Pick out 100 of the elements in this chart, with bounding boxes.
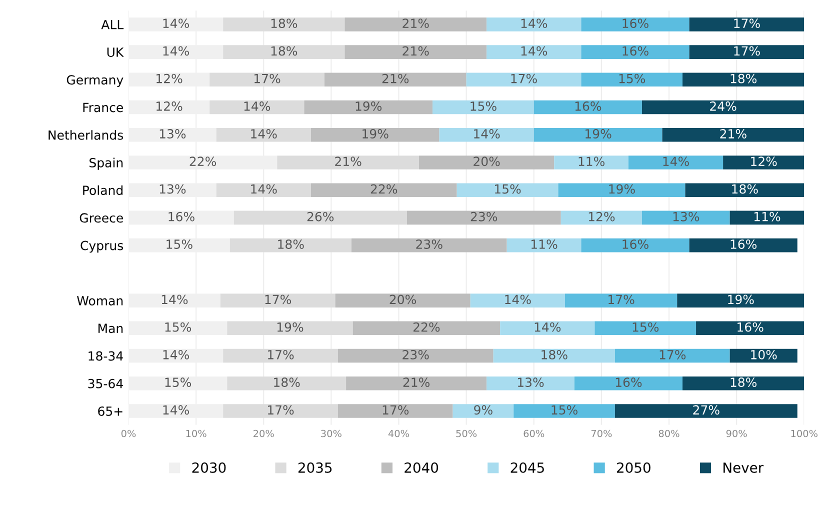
bar [689, 238, 798, 252]
bar [581, 18, 690, 32]
bar [689, 18, 804, 32]
y-tick-label: Cyprus [80, 240, 124, 253]
data-label: 14% [162, 294, 188, 304]
data-label: 21% [402, 46, 429, 56]
y-tick-label: 65+ [98, 406, 122, 416]
bar [344, 45, 487, 59]
bar [514, 404, 615, 418]
bar [220, 294, 336, 308]
bar [642, 210, 730, 225]
data-label: 18% [271, 18, 298, 28]
x-tick-label: 40% [388, 430, 410, 438]
data-label: 14% [163, 405, 189, 415]
data-label: 17% [734, 46, 760, 56]
bar [470, 294, 565, 308]
data-label: 11% [754, 212, 780, 222]
data-label: 12% [156, 74, 182, 84]
bar [456, 183, 558, 197]
y-tick-label: France [83, 102, 123, 112]
data-label: 14% [505, 294, 531, 304]
bar [685, 183, 804, 197]
y-tick-label: UK [107, 48, 124, 57]
data-label: 16% [622, 18, 648, 28]
y-tick-label: Woman [77, 296, 123, 306]
y-tick-label: Spain [90, 158, 123, 170]
x-tick-label: 70% [591, 430, 612, 438]
y-tick-label: Netherlands [48, 130, 124, 140]
data-label: 18% [278, 239, 304, 249]
bar [614, 404, 798, 418]
x-tick-label: 90% [726, 430, 747, 438]
legend-label: 2040 [404, 462, 438, 473]
data-label: 16% [622, 239, 648, 249]
data-label: 19% [609, 184, 635, 194]
data-label: 14% [534, 322, 561, 332]
data-label: 17% [382, 405, 409, 415]
bar [344, 18, 487, 32]
data-label: 27% [693, 405, 720, 415]
bar [689, 45, 804, 59]
data-label: 24% [710, 101, 736, 111]
data-label: 21% [382, 74, 409, 84]
y-tick-label: 18-34 [88, 351, 123, 361]
bar [614, 348, 730, 363]
data-label: 14% [163, 350, 189, 360]
data-label: 23% [470, 212, 498, 222]
bar [216, 183, 311, 197]
x-tick-label: 100% [791, 430, 818, 438]
data-label: 22% [413, 322, 440, 332]
bar [352, 321, 500, 336]
data-label: 18% [274, 378, 300, 388]
data-label: 21% [720, 129, 746, 138]
x-tick-label: 20% [254, 430, 274, 438]
data-label: 9% [474, 405, 492, 415]
data-label: 15% [495, 184, 521, 194]
bar [682, 376, 804, 390]
data-label: 19% [728, 294, 754, 304]
legend-label: Never [724, 462, 764, 473]
data-label: 19% [362, 129, 388, 138]
bar [581, 238, 690, 252]
data-label: 21% [403, 378, 430, 388]
data-label: 14% [521, 18, 548, 28]
data-label: 15% [632, 322, 659, 332]
data-label: 17% [268, 350, 294, 360]
bar [439, 128, 534, 142]
bar [486, 376, 574, 390]
data-label: 20% [474, 156, 500, 166]
bar [227, 321, 353, 336]
legend-label: 2030 [192, 462, 226, 473]
data-label: 13% [673, 212, 700, 222]
bar [277, 156, 420, 170]
data-label: 14% [163, 46, 189, 56]
data-label: 15% [470, 101, 496, 111]
data-label: 16% [730, 239, 757, 249]
data-label: 15% [165, 378, 192, 388]
data-label: 16% [616, 378, 642, 388]
bar [338, 348, 494, 363]
x-tick-label: 30% [321, 430, 342, 438]
y-tick-label: Poland [83, 185, 122, 196]
data-label: 13% [160, 129, 186, 138]
data-label: 17% [660, 350, 686, 360]
bar [581, 45, 690, 59]
data-label: 14% [521, 46, 548, 56]
bar [662, 128, 804, 142]
bar [560, 210, 642, 225]
data-label: 12% [751, 156, 777, 166]
bar [223, 45, 345, 59]
data-label: 14% [251, 184, 277, 194]
bar [558, 183, 686, 197]
bar [574, 376, 683, 390]
data-label: 19% [277, 322, 304, 332]
data-label: 26% [307, 212, 334, 222]
bar [216, 128, 311, 142]
data-label: 15% [166, 239, 192, 249]
bar [534, 128, 662, 142]
legend-label: 2045 [510, 462, 544, 473]
data-label: 10% [751, 350, 777, 360]
bar [234, 210, 407, 225]
data-label: 21% [335, 156, 362, 166]
bar [419, 156, 554, 170]
data-label: 17% [268, 405, 294, 415]
